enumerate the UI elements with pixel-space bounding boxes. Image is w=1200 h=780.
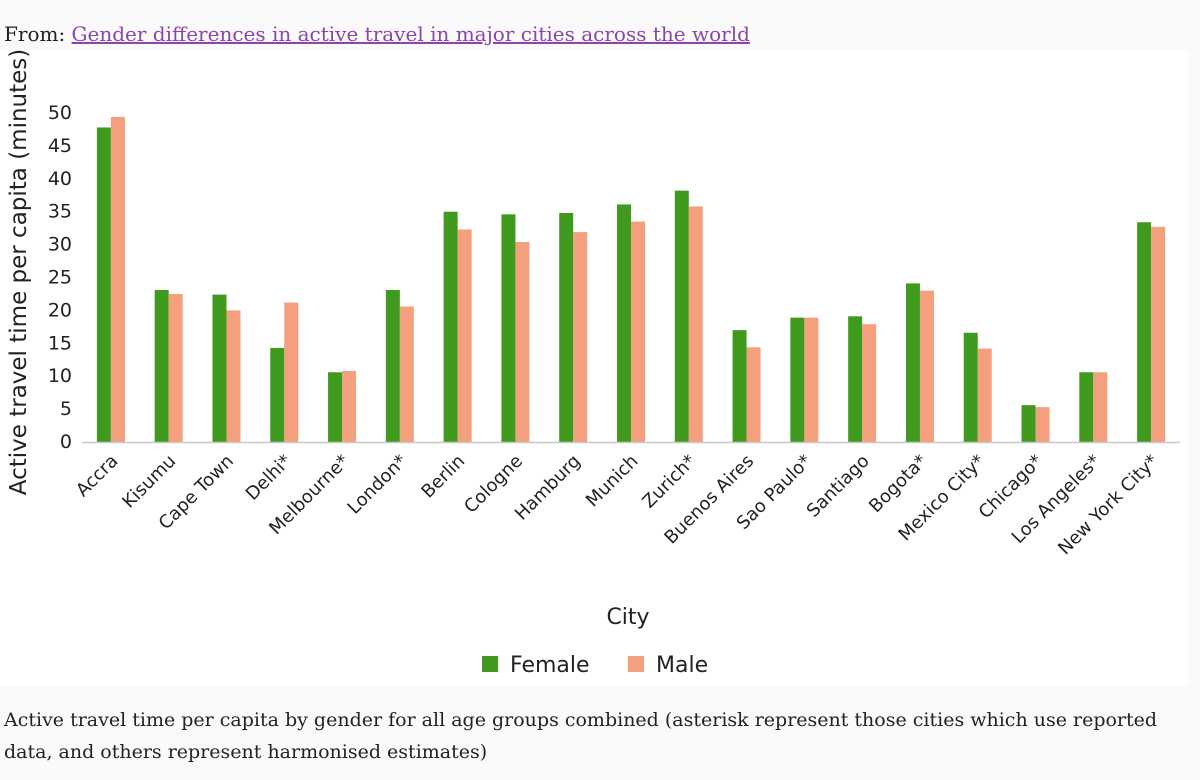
y-tick-label: 35 — [48, 201, 72, 223]
y-tick-label: 40 — [48, 168, 72, 190]
y-tick-label: 15 — [48, 332, 72, 354]
male-bar — [977, 348, 992, 442]
female-bar — [674, 190, 689, 442]
female-bar — [270, 347, 285, 442]
male-bar — [168, 293, 183, 442]
x-tick-label: Accra — [72, 451, 122, 501]
y-tick-label: 30 — [48, 234, 72, 256]
male-bar — [631, 221, 645, 442]
female-bar — [96, 127, 111, 442]
source-prefix: From: — [4, 22, 66, 46]
male-legend-label: Male — [656, 653, 708, 678]
y-tick-label: 45 — [48, 135, 72, 157]
y-tick-label: 5 — [60, 398, 72, 420]
male-bar — [457, 229, 472, 442]
male-bar — [342, 370, 357, 442]
male-bar — [688, 206, 703, 442]
female-bar — [443, 211, 458, 442]
male-bar — [399, 306, 414, 442]
chart-figure: 0 5 10 15 20 25 30 35 40 45 50 Active travel time p… — [0, 50, 1188, 686]
female-bar — [154, 290, 169, 442]
female-bar — [212, 294, 227, 442]
female-bar — [328, 372, 343, 442]
y-tick-label: 0 — [60, 431, 72, 453]
source-article-link[interactable]: Gender differences in active travel in m… — [71, 22, 750, 46]
male-bar — [284, 302, 299, 442]
female-bar — [963, 332, 978, 442]
x-tick-label: Santiago — [803, 451, 874, 522]
female-bar — [1079, 372, 1094, 442]
male-bar — [1093, 372, 1108, 442]
female-bar — [905, 283, 920, 442]
female-bar — [617, 204, 631, 442]
female-bar — [1137, 222, 1152, 442]
y-tick-label: 20 — [48, 299, 72, 321]
male-bar — [515, 241, 530, 442]
female-bar — [385, 290, 400, 442]
male-bar — [573, 232, 588, 442]
x-tick-label: London* — [344, 451, 412, 519]
male-legend-swatch — [628, 656, 644, 672]
female-bar — [559, 213, 574, 442]
x-tick-label: Munich — [582, 451, 643, 512]
bar-chart: 0 5 10 15 20 25 30 35 40 45 50 Active travel time p… — [6, 50, 1180, 678]
y-tick-label: 25 — [48, 267, 72, 289]
x-tick-label: Berlin — [417, 451, 469, 503]
female-legend-label: Female — [510, 653, 590, 678]
female-bar — [1021, 405, 1036, 442]
x-tick-label: New York City* — [1054, 451, 1162, 559]
male-bar — [110, 116, 125, 442]
male-bar — [1035, 407, 1050, 442]
figure-caption: Active travel time per capita by gender … — [4, 709, 1158, 763]
female-bar — [501, 214, 516, 442]
male-bar — [226, 310, 241, 442]
female-legend-swatch — [482, 656, 498, 672]
source-line: From: Gender differences in active trave… — [4, 20, 750, 48]
male-bar — [746, 347, 761, 442]
male-bar — [804, 317, 819, 442]
female-bar — [848, 316, 863, 442]
x-tick-label: Delhi* — [242, 451, 296, 505]
male-bar — [1151, 226, 1166, 442]
male-bar — [919, 290, 934, 442]
female-bar — [790, 317, 805, 442]
y-tick-label: 10 — [48, 365, 72, 387]
male-bar — [862, 324, 877, 442]
y-axis-title: Active travel time per capita (minutes) — [6, 50, 32, 495]
x-axis-title: City — [606, 605, 649, 630]
female-bar — [732, 330, 747, 442]
y-tick-label: 50 — [48, 102, 72, 124]
